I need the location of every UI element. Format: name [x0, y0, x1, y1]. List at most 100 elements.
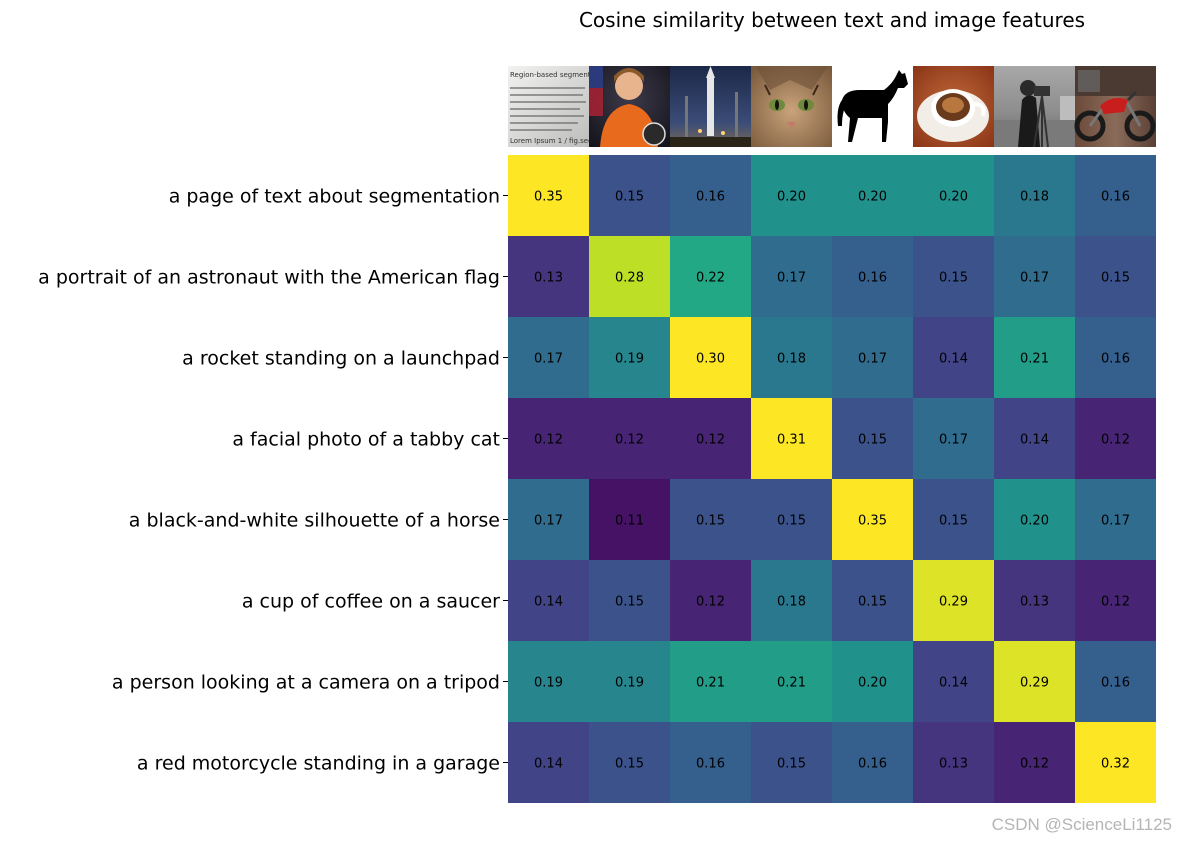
cell-value-label: 0.12 — [1020, 757, 1049, 772]
heatmap-cell — [1075, 155, 1156, 236]
watermark: CSDN @ScienceLi1125 — [991, 815, 1172, 834]
cell-value-label: 0.13 — [534, 271, 563, 286]
horse-thumbnail — [832, 66, 913, 147]
cell-value-label: 0.30 — [696, 352, 725, 367]
cell-value-label: 0.35 — [858, 514, 887, 529]
heatmap-cell — [670, 560, 751, 641]
cell-value-label: 0.19 — [615, 676, 644, 691]
cell-value-label: 0.28 — [615, 271, 644, 286]
cell-value-label: 0.15 — [615, 757, 644, 772]
heatmap-cell — [994, 317, 1075, 398]
cell-value-label: 0.16 — [696, 190, 725, 205]
cell-value-label: 0.20 — [939, 190, 968, 205]
cell-value-label: 0.15 — [777, 757, 806, 772]
cell-value-label: 0.15 — [777, 514, 806, 529]
row-label: a black-and-white silhouette of a horse — [129, 510, 500, 532]
cell-value-label: 0.20 — [1020, 514, 1049, 529]
heatmap-cell — [589, 722, 670, 803]
heatmap-cell — [994, 155, 1075, 236]
heatmap-cell — [751, 479, 832, 560]
cell-value-label: 0.14 — [939, 352, 968, 367]
heatmap-cell — [1075, 479, 1156, 560]
cell-value-label: 0.29 — [939, 595, 968, 610]
cell-value-label: 0.17 — [939, 433, 968, 448]
cell-value-label: 0.15 — [615, 595, 644, 610]
cell-value-label: 0.16 — [858, 271, 887, 286]
row-label: a facial photo of a tabby cat — [232, 429, 500, 451]
heatmap-cell — [670, 479, 751, 560]
cell-value-label: 0.21 — [777, 676, 806, 691]
thumbnail-heading: Region-based segmentation — [510, 71, 608, 79]
cell-value-label: 0.20 — [858, 190, 887, 205]
cell-value-label: 0.16 — [1101, 352, 1130, 367]
heatmap-cell — [832, 641, 913, 722]
heatmap-cell — [589, 155, 670, 236]
heatmap-cell — [508, 398, 589, 479]
heatmap-cell — [832, 722, 913, 803]
cell-value-label: 0.17 — [534, 514, 563, 529]
cell-value-label: 0.17 — [534, 352, 563, 367]
heatmap-cell — [832, 155, 913, 236]
cell-value-label: 0.11 — [615, 514, 644, 529]
astronaut-thumbnail — [589, 66, 670, 147]
heatmap-cell — [1075, 398, 1156, 479]
heatmap-cell — [670, 155, 751, 236]
heatmap-cell — [508, 722, 589, 803]
cell-value-label: 0.12 — [615, 433, 644, 448]
cell-value-label: 0.12 — [534, 433, 563, 448]
heatmap-cell — [994, 479, 1075, 560]
heatmap-cell — [589, 236, 670, 317]
heatmap-cell — [994, 236, 1075, 317]
coffee-thumbnail — [913, 66, 994, 147]
cell-value-label: 0.21 — [1020, 352, 1049, 367]
heatmap-cell — [751, 155, 832, 236]
heatmap-cell — [508, 479, 589, 560]
heatmap-cell — [832, 236, 913, 317]
cell-value-label: 0.16 — [1101, 190, 1130, 205]
heatmap-cell — [913, 479, 994, 560]
row-labels: a page of text about segmentation a portr… — [38, 186, 508, 775]
cell-value-label: 0.15 — [858, 433, 887, 448]
cell-value-label: 0.16 — [858, 757, 887, 772]
cell-value-label: 0.15 — [696, 514, 725, 529]
heatmap-cell — [751, 560, 832, 641]
cell-value-label: 0.18 — [777, 352, 806, 367]
heatmap-cell — [589, 479, 670, 560]
cell-value-label: 0.18 — [777, 595, 806, 610]
heatmap-cell — [751, 722, 832, 803]
heatmap-cell — [832, 560, 913, 641]
chart-title: Cosine similarity between text and image… — [579, 8, 1085, 32]
row-label: a page of text about segmentation — [169, 186, 500, 208]
cell-value-label: 0.14 — [534, 757, 563, 772]
heatmap-cell — [508, 560, 589, 641]
thumbnail-text-lines — [510, 87, 586, 131]
heatmap-cell — [508, 641, 589, 722]
heatmap-cell — [589, 317, 670, 398]
cell-value-label: 0.12 — [1101, 595, 1130, 610]
cell-value-label: 0.19 — [534, 676, 563, 691]
heatmap-cell — [670, 641, 751, 722]
heatmap-cell — [994, 398, 1075, 479]
thumbnail-footer: Lorem Ipsum 1 / fig.segm_2_example — [510, 137, 641, 145]
heatmap-cell — [508, 155, 589, 236]
heatmap-cell — [589, 641, 670, 722]
heatmap-grid: 0.35 0.15 0.16 0.20 0.20 0.20 0.18 0.16 0.13 0.28… — [508, 155, 1156, 803]
cell-value-label: 0.29 — [1020, 676, 1049, 691]
row-label: a person looking at a camera on a tripod — [112, 672, 500, 694]
heatmap-cell — [751, 236, 832, 317]
cell-value-label: 0.31 — [777, 433, 806, 448]
cell-value-label: 0.20 — [858, 676, 887, 691]
heatmap-cell — [1075, 560, 1156, 641]
cell-value-label: 0.14 — [939, 676, 968, 691]
cell-value-label: 0.19 — [615, 352, 644, 367]
cell-value-label: 0.17 — [1020, 271, 1049, 286]
heatmap-cell — [994, 722, 1075, 803]
cell-value-label: 0.15 — [1101, 271, 1130, 286]
cell-value-label: 0.13 — [1020, 595, 1049, 610]
heatmap-cell — [913, 398, 994, 479]
heatmap-cell — [994, 641, 1075, 722]
cell-value-label: 0.20 — [777, 190, 806, 205]
cell-value-label: 0.16 — [696, 757, 725, 772]
heatmap-cell — [589, 398, 670, 479]
